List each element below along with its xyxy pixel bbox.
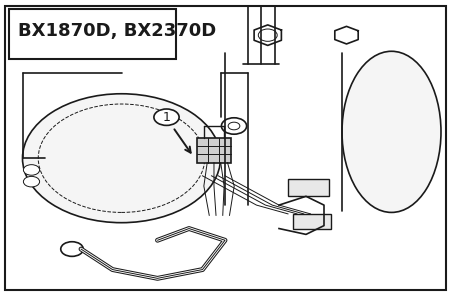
Circle shape [22, 94, 220, 223]
Ellipse shape [342, 51, 441, 212]
Text: BX1870D, BX2370D: BX1870D, BX2370D [18, 22, 216, 40]
Circle shape [23, 165, 40, 175]
Text: 1: 1 [162, 111, 171, 124]
FancyBboxPatch shape [288, 179, 328, 196]
Circle shape [154, 109, 179, 125]
FancyBboxPatch shape [197, 138, 231, 163]
Circle shape [221, 118, 247, 134]
FancyBboxPatch shape [292, 214, 331, 229]
Circle shape [61, 242, 83, 256]
FancyBboxPatch shape [9, 9, 176, 59]
FancyBboxPatch shape [4, 6, 446, 290]
Circle shape [23, 176, 40, 187]
